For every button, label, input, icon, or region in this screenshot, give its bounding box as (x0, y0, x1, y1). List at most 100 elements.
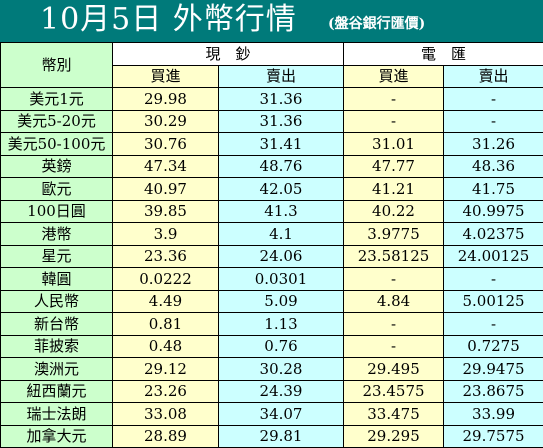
remit-buy-cell: - (344, 88, 444, 111)
currency-cell: 人民幣 (1, 290, 113, 313)
group-header-row: 幣別 現 鈔 電 匯 (1, 43, 543, 66)
currency-column-header: 幣別 (1, 43, 113, 88)
cash-buy-cell: 23.36 (113, 245, 219, 268)
remit-sell-cell: 48.36 (444, 155, 543, 178)
remit-sell-cell: 24.00125 (444, 245, 543, 268)
cash-buy-cell: 0.81 (113, 313, 219, 336)
remit-buy-cell: 3.9775 (344, 223, 444, 246)
remit-buy-cell: - (344, 268, 444, 291)
cash-sell-cell: 24.06 (219, 245, 344, 268)
remit-sell-cell: 41.75 (444, 178, 543, 201)
cash-buy-cell: 39.85 (113, 200, 219, 223)
currency-cell: 港幣 (1, 223, 113, 246)
cash-group-header: 現 鈔 (113, 43, 344, 66)
cash-sell-cell: 4.1 (219, 223, 344, 246)
cash-buy-cell: 30.76 (113, 133, 219, 156)
remit-sell-cell: 29.7575 (444, 425, 543, 448)
remit-buy-cell: - (344, 335, 444, 358)
remit-sell-cell: 0.7275 (444, 335, 543, 358)
cash-buy-cell: 0.48 (113, 335, 219, 358)
remit-buy-cell: 23.4575 (344, 380, 444, 403)
remit-sell-cell: 29.9475 (444, 358, 543, 381)
cash-sell-cell: 34.07 (219, 403, 344, 426)
bank-source-label: (盤谷銀行匯價) (328, 15, 425, 33)
remit-sell-cell: 23.8675 (444, 380, 543, 403)
cash-buy-cell: 29.98 (113, 88, 219, 111)
remit-sell-cell: 4.02375 (444, 223, 543, 246)
remit-sell-cell: 40.9975 (444, 200, 543, 223)
page-title: 10月5日 外幣行情 (40, 2, 297, 38)
currency-cell: 英鎊 (1, 155, 113, 178)
cash-sell-cell: 0.0301 (219, 268, 344, 291)
cash-buy-cell: 33.08 (113, 403, 219, 426)
remit-sell-cell: - (444, 110, 543, 133)
remit-buy-header: 買進 (344, 65, 444, 88)
cash-buy-header: 買進 (113, 65, 219, 88)
cash-buy-cell: 23.26 (113, 380, 219, 403)
cash-buy-cell: 0.0222 (113, 268, 219, 291)
remit-buy-cell: 29.295 (344, 425, 444, 448)
currency-cell: 瑞士法朗 (1, 403, 113, 426)
remit-sell-cell: 31.26 (444, 133, 543, 156)
cash-buy-cell: 40.97 (113, 178, 219, 201)
cash-sell-cell: 31.36 (219, 88, 344, 111)
cash-sell-header: 賣出 (219, 65, 344, 88)
title-bar: 10月5日 外幣行情 (盤谷銀行匯價) (0, 0, 543, 42)
cash-buy-cell: 47.34 (113, 155, 219, 178)
remit-buy-cell: 29.495 (344, 358, 444, 381)
remit-buy-cell: - (344, 110, 444, 133)
currency-cell: 紐西蘭元 (1, 380, 113, 403)
currency-cell: 歐元 (1, 178, 113, 201)
cash-sell-cell: 5.09 (219, 290, 344, 313)
remit-buy-cell: 31.01 (344, 133, 444, 156)
cash-sell-cell: 24.39 (219, 380, 344, 403)
remit-buy-cell: 47.77 (344, 155, 444, 178)
cash-sell-cell: 31.41 (219, 133, 344, 156)
remit-buy-cell: 33.475 (344, 403, 444, 426)
currency-cell: 澳洲元 (1, 358, 113, 381)
remit-sell-cell: - (444, 268, 543, 291)
currency-cell: 100日圓 (1, 200, 113, 223)
remit-buy-cell: 4.84 (344, 290, 444, 313)
currency-cell: 加拿大元 (1, 425, 113, 448)
currency-cell: 星元 (1, 245, 113, 268)
cash-sell-cell: 41.3 (219, 200, 344, 223)
remit-sell-header: 賣出 (444, 65, 543, 88)
cash-sell-cell: 1.13 (219, 313, 344, 336)
cash-buy-cell: 3.9 (113, 223, 219, 246)
remittance-group-header: 電 匯 (344, 43, 543, 66)
currency-cell: 菲披索 (1, 335, 113, 358)
remit-buy-cell: 23.58125 (344, 245, 444, 268)
currency-cell: 美元1元 (1, 88, 113, 111)
cash-sell-cell: 42.05 (219, 178, 344, 201)
currency-cell: 韓圓 (1, 268, 113, 291)
remit-sell-cell: 5.00125 (444, 290, 543, 313)
cash-buy-cell: 28.89 (113, 425, 219, 448)
cash-sell-cell: 0.76 (219, 335, 344, 358)
cash-buy-cell: 29.12 (113, 358, 219, 381)
remit-buy-cell: - (344, 313, 444, 336)
remit-sell-cell: - (444, 88, 543, 111)
cash-sell-cell: 30.28 (219, 358, 344, 381)
remit-buy-cell: 41.21 (344, 178, 444, 201)
remit-buy-cell: 40.22 (344, 200, 444, 223)
currency-cell: 美元50-100元 (1, 133, 113, 156)
cash-sell-cell: 31.36 (219, 110, 344, 133)
